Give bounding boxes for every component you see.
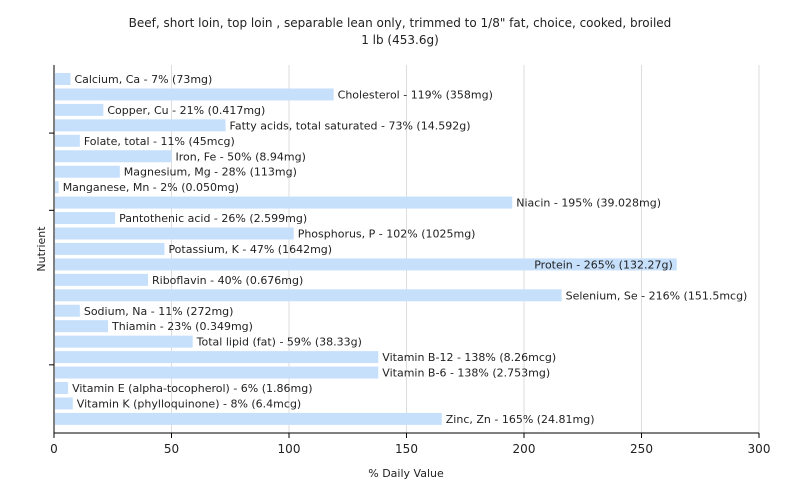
bar-label: Sodium, Na - 11% (272mg): [84, 305, 234, 318]
bar-label: Phosphorus, P - 102% (1025mg): [298, 228, 476, 241]
bar-label: Copper, Cu - 21% (0.417mg): [107, 104, 265, 117]
bar: [55, 258, 677, 271]
bar-label: Selenium, Se - 216% (151.5mcg): [566, 289, 748, 302]
bar-label: Total lipid (fat) - 59% (38.33g): [196, 336, 362, 349]
x-tick-label: 200: [513, 442, 536, 456]
bar-label: Thiamin - 23% (0.349mg): [111, 320, 253, 333]
bar: [55, 227, 294, 240]
bar: [55, 366, 379, 379]
bar: [55, 73, 71, 85]
bar: [55, 150, 172, 163]
bar: [55, 119, 226, 132]
bar-label: Pantothenic acid - 26% (2.599mg): [119, 212, 307, 225]
bar: [55, 397, 73, 410]
bar: [55, 289, 562, 302]
bar: [55, 134, 80, 147]
bar: [55, 304, 80, 317]
x-tick-label: 300: [748, 442, 771, 456]
bar: [55, 212, 116, 225]
bar-label: Calcium, Ca - 7% (73mg): [74, 73, 212, 86]
bar: [55, 88, 334, 101]
x-ticks: 0 50 100 150 200 250 300: [50, 433, 770, 456]
bar: [55, 196, 513, 209]
x-tick-label: 0: [50, 442, 58, 456]
x-tick-label: 250: [630, 442, 653, 456]
bar-label: Vitamin B-12 - 138% (8.26mcg): [382, 351, 556, 364]
bar-label: Vitamin B-6 - 138% (2.753mg): [382, 367, 550, 380]
bar: [55, 273, 148, 286]
bar-labels: Calcium, Ca - 7% (73mg) Cholesterol - 119…: [63, 73, 748, 426]
bars: [55, 73, 677, 425]
y-ticks: [49, 132, 54, 366]
bar-label: Niacin - 195% (39.028mg): [516, 197, 661, 210]
bar-label: Zinc, Zn - 165% (24.81mg): [446, 413, 595, 426]
bar: [55, 351, 379, 364]
y-axis-label: Nutrient: [35, 226, 48, 272]
bar-label: Manganese, Mn - 2% (0.050mg): [63, 181, 239, 194]
x-tick-label: 150: [395, 442, 418, 456]
x-tick-label: 100: [278, 442, 301, 456]
bar-label: Vitamin K (phylloquinone) - 8% (6.4mcg): [77, 397, 301, 410]
bar: [55, 103, 104, 116]
bar-label: Magnesium, Mg - 28% (113mg): [124, 166, 297, 179]
bar: [55, 181, 59, 194]
bar: [55, 320, 109, 333]
x-tick-label: 50: [164, 442, 179, 456]
bar: [55, 165, 120, 178]
bar-label: Folate, total - 11% (45mcg): [84, 135, 235, 148]
bar-label: Cholesterol - 119% (358mg): [338, 88, 493, 101]
bar-label: Riboflavin - 40% (0.676mg): [152, 274, 303, 287]
bar-label: Fatty acids, total saturated - 73% (14.5…: [230, 119, 471, 132]
bar-label: Potassium, K - 47% (1642mg): [168, 243, 332, 256]
chart-subtitle: 1 lb (453.6g): [361, 33, 439, 47]
bar: [55, 335, 193, 348]
bar: [55, 412, 442, 425]
bar-label: Iron, Fe - 50% (8.94mg): [176, 150, 306, 163]
bar: [55, 242, 165, 255]
x-axis-label: % Daily Value: [368, 467, 444, 480]
chart-title: Beef, short loin, top loin , separable l…: [129, 16, 672, 30]
bar: [55, 382, 69, 394]
bar-label: Protein - 265% (132.27g): [534, 258, 673, 271]
bar-label: Vitamin E (alpha-tocopherol) - 6% (1.86m…: [72, 382, 312, 395]
